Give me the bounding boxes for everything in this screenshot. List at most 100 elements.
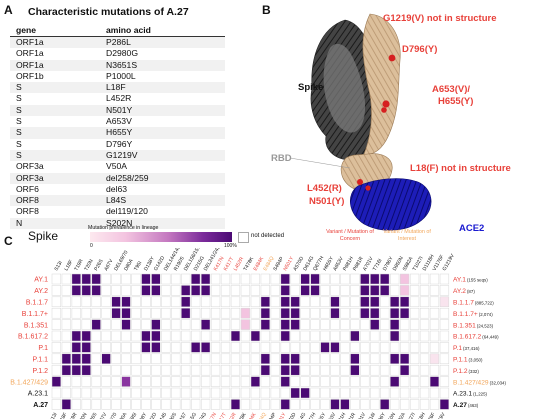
heatmap-cell: [419, 376, 430, 387]
heatmap-cell: [429, 376, 440, 387]
mutation-label-bottom: A67V: [97, 411, 109, 419]
heatmap-cell: [51, 296, 61, 308]
heatmap-cell: [350, 296, 360, 308]
heatmap-cell: [270, 330, 280, 342]
heatmap-cell: [340, 273, 350, 285]
lineage-label-left: B.1.617.2: [18, 334, 48, 341]
heatmap-cell: [310, 353, 320, 365]
heatmap-cell: [210, 319, 221, 330]
heatmap-cell: [439, 330, 450, 342]
amino-acid-cell: G1219V: [100, 149, 225, 162]
lineage-label-right: P.1(37,416): [453, 345, 480, 352]
label-d796y: D796(Y): [402, 44, 438, 55]
heatmap-cell: [370, 364, 380, 376]
heatmap-cell: [320, 319, 330, 330]
lineage-label-right: B.1.617.2(64,449): [453, 334, 499, 341]
gene-header: gene: [16, 25, 37, 35]
heatmap-cell: [310, 387, 320, 399]
heatmap-cell: [181, 364, 191, 376]
heatmap-cell: [330, 342, 340, 353]
lineage-label-left: B.1.1.7: [26, 300, 48, 307]
heatmap-cell: [230, 342, 241, 353]
heatmap-cell: [350, 273, 360, 285]
lineage-label-right: B.1.351(24,523): [453, 322, 494, 329]
heatmap-cell: [161, 376, 171, 387]
heatmap-cell: [380, 364, 390, 376]
heatmap-cell: [340, 319, 350, 330]
mutation-label-bottom: H655Y: [315, 411, 328, 419]
heatmap-cell: [81, 364, 91, 376]
heatmap-cell: [131, 330, 141, 342]
heatmap-cell: [191, 399, 201, 410]
mutation-label-bottom: E484Q: [255, 412, 268, 419]
heatmap-cell: [300, 319, 310, 330]
heatmap-cell: [161, 399, 171, 410]
heatmap-cell: [201, 273, 211, 285]
mutation-label-bottom: DEL69/70: [102, 412, 118, 419]
heatmap-cell: [409, 364, 420, 376]
heatmap-cell: [320, 353, 330, 365]
heatmap-cell: [171, 399, 181, 410]
heatmap-cell: [111, 387, 121, 399]
heatmap-cell: [409, 387, 420, 399]
mutation-label-bottom: K417N: [205, 411, 218, 419]
panel-a-title: Characteristic mutations of A.27: [28, 6, 189, 18]
heatmap-cell: [210, 353, 221, 365]
heatmap-cell: [171, 319, 181, 330]
heatmap-cell: [101, 342, 111, 353]
heatmap-cell: [181, 387, 191, 399]
heatmap-cell: [260, 307, 270, 319]
heatmap-cell: [280, 353, 290, 365]
heatmap-cell: [210, 399, 221, 410]
heatmap-cell: [141, 353, 151, 365]
heatmap-cell: [260, 296, 270, 308]
gene-cell: S: [16, 138, 22, 149]
heatmap-cell: [270, 342, 280, 353]
heatmap-cell: [409, 296, 420, 308]
amino-acid-header: amino acid: [106, 25, 151, 35]
lineage-label-left: B.1.351: [24, 322, 48, 329]
heatmap-cell: [409, 376, 420, 387]
heatmap-cell: [240, 330, 251, 342]
heatmap-cell: [290, 296, 300, 308]
heatmap-cell: [390, 330, 400, 342]
heatmap-cell: [111, 376, 121, 387]
heatmap-cell: [141, 399, 151, 410]
heatmap-cell: [91, 399, 101, 410]
heatmap-cell: [260, 376, 270, 387]
gene-cell: S: [10, 82, 100, 94]
heatmap-cell: [270, 364, 280, 376]
heatmap-cell: [91, 273, 101, 285]
heatmap-cell: [111, 399, 121, 410]
heatmap-cell: [400, 376, 410, 387]
heatmap-cell: [280, 296, 290, 308]
heatmap-cell: [171, 376, 181, 387]
heatmap-cell: [201, 342, 211, 353]
heatmap-cell: [151, 399, 161, 410]
heatmap-cell: [230, 353, 241, 365]
heatmap-cell: [310, 307, 320, 319]
heatmap-cell: [419, 285, 430, 296]
heatmap-cell: [181, 330, 191, 342]
spike-ace2-structure: [289, 13, 432, 231]
heatmap-cell: [350, 330, 360, 342]
lineage-label-left: A.27: [33, 402, 48, 409]
heatmap-cell: [191, 342, 201, 353]
table-row: S G1219V: [10, 149, 225, 162]
heatmap-cell: [250, 353, 260, 365]
mutation-label-bottom: T478K: [235, 411, 248, 419]
heatmap-cell: [340, 285, 350, 296]
label-n501y: N501(Y): [309, 196, 345, 207]
heatmap-cell: [400, 319, 410, 330]
heatmap-cell: [101, 285, 111, 296]
heatmap-cell: [51, 387, 61, 399]
label-g1219v: G1219(V) not in structure: [383, 13, 497, 24]
heatmap-cell: [151, 342, 161, 353]
heatmap-cell: [380, 342, 390, 353]
heatmap-cell: [380, 353, 390, 365]
heatmap-cell: [240, 273, 251, 285]
heatmap-cell: [51, 342, 61, 353]
heatmap-cell: [71, 273, 81, 285]
legend-max: 100%: [224, 243, 237, 249]
heatmap-cell: [151, 364, 161, 376]
